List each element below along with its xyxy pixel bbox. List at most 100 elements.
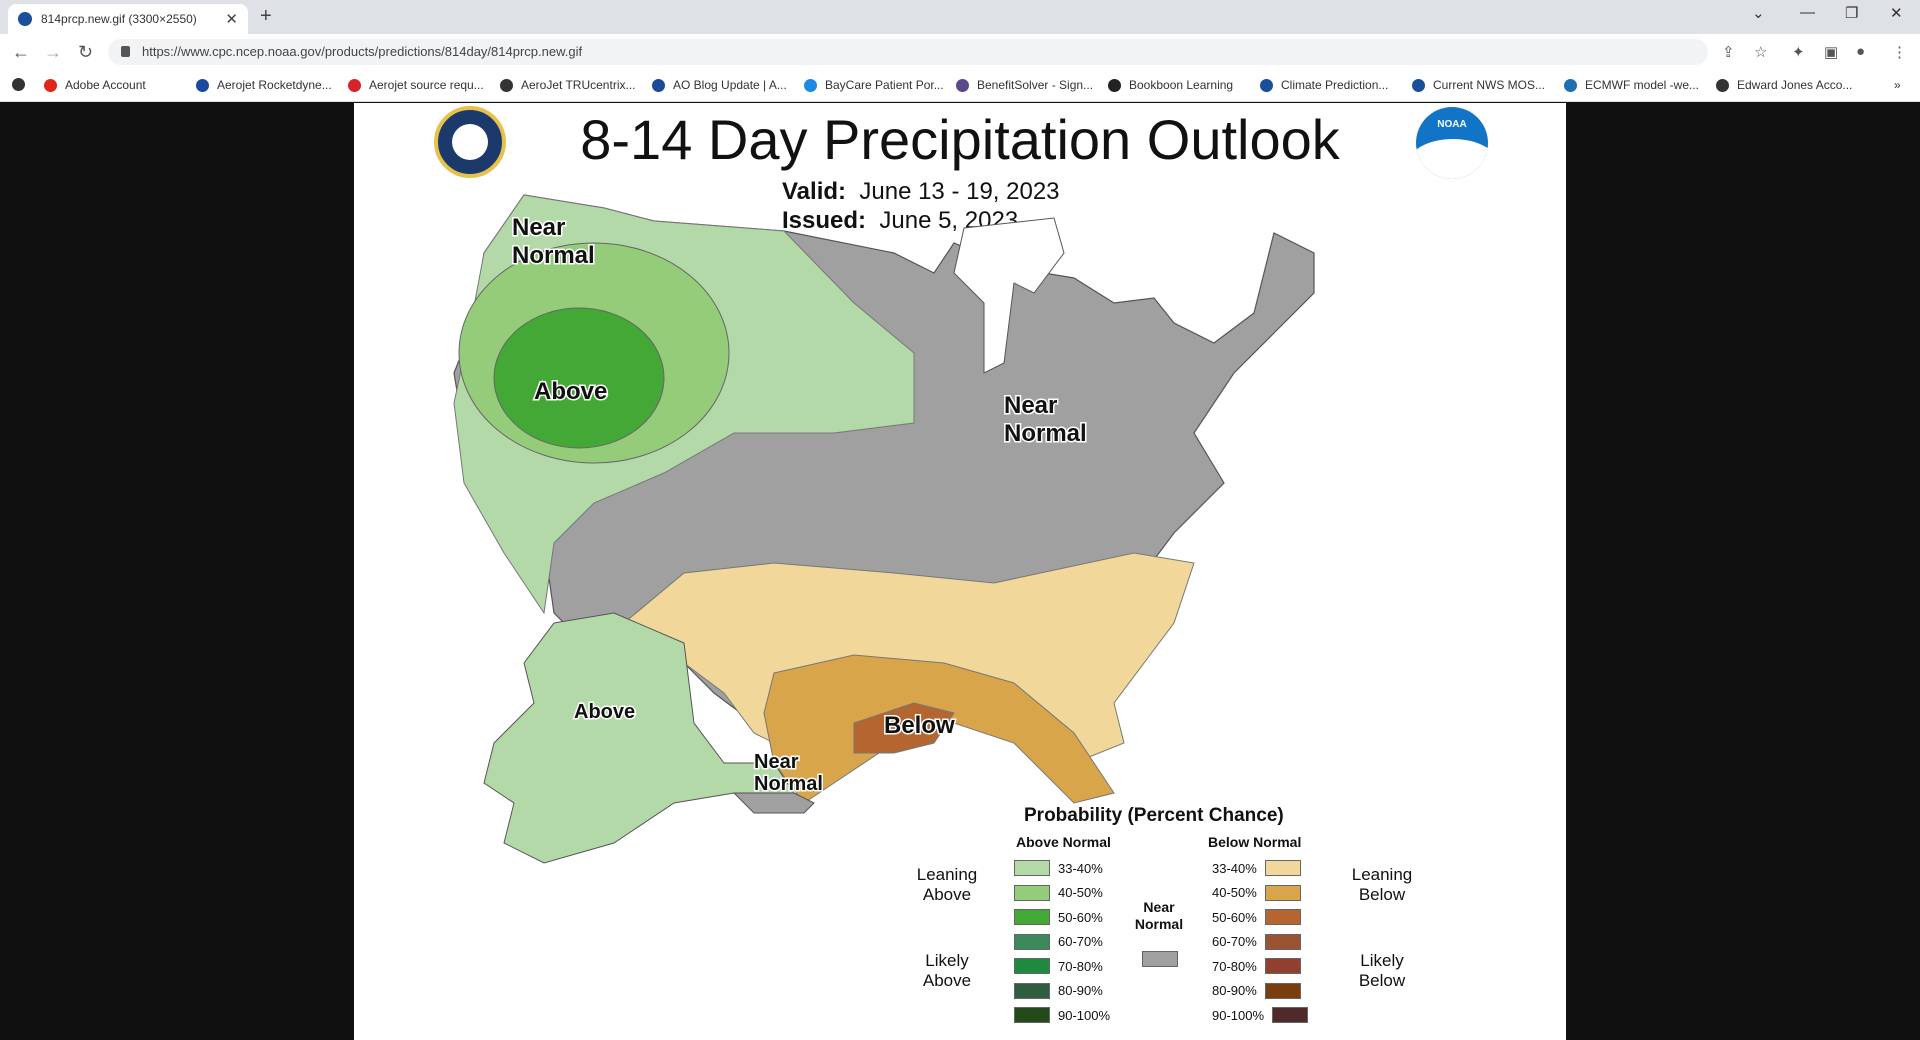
legend-row-label: 60-70%	[1058, 934, 1103, 949]
bookmark-item[interactable]: BenefitSolver - Sign...	[956, 78, 1093, 92]
valid-issued-block: Valid: June 13 - 19, 2023 Issued: June 5…	[782, 177, 1060, 235]
minimize-button[interactable]: —	[1800, 4, 1815, 21]
label-near-normal-east-line1: Near Normal	[1004, 392, 1087, 447]
bookmark-item[interactable]: Bookboon Learning	[1108, 78, 1233, 92]
legend-leaning-below: Leaning Below	[1351, 865, 1413, 904]
legend-swatch	[1264, 884, 1301, 901]
more-bookmarks-icon[interactable]: »	[1894, 78, 1901, 92]
legend-row-below: 90-100%	[1212, 1007, 1309, 1023]
legend-likely-above: Likely Above	[922, 951, 972, 990]
precip-map-svg: Near Normal Above Near Normal Below Above …	[453, 194, 1315, 864]
bookmark-label: AO Blog Update | A...	[673, 78, 787, 92]
bookmark-favicon-icon	[348, 78, 361, 92]
legend-row-label: 40-50%	[1212, 885, 1257, 900]
new-tab-button[interactable]: +	[260, 5, 272, 27]
legend-swatch	[1014, 933, 1050, 950]
bookmark-item[interactable]: BayCare Patient Por...	[804, 78, 944, 92]
region-below-50-60	[853, 702, 955, 754]
toolbar: ← → ↻ https://www.cpc.ncep.noaa.gov/prod…	[0, 34, 1920, 70]
legend-swatch	[1014, 958, 1050, 974]
bookmark-favicon-icon	[1564, 78, 1577, 92]
legend-swatch	[1014, 1007, 1050, 1023]
label-near-normal-ak-line1: Near Normal	[754, 751, 823, 795]
tab-strip: 814prcp.new.gif (3300×2550) ✕ + ⌄ — ❐ ✕	[0, 0, 1920, 34]
bookmark-item[interactable]: Edward Jones Acco...	[1716, 78, 1852, 92]
bookmark-favicon-icon	[1716, 78, 1729, 92]
close-window-button[interactable]: ✕	[1890, 5, 1903, 22]
bookmark-label: BenefitSolver - Sign...	[977, 78, 1094, 92]
bookmark-item[interactable]: AO Blog Update | A...	[652, 78, 787, 92]
legend-near-normal-swatch	[1142, 951, 1178, 967]
reload-icon[interactable]: ↻	[78, 42, 94, 62]
bookmark-item[interactable]: Current NWS MOS...	[1412, 78, 1545, 92]
menu-icon[interactable]: ⋮	[1892, 44, 1907, 61]
bookmark-label: Aerojet source requ...	[369, 78, 484, 92]
bookmark-item[interactable]: Aerojet Rocketdyne...	[196, 78, 332, 92]
legend-swatch	[1264, 909, 1301, 925]
bookmark-label: BayCare Patient Por...	[825, 78, 944, 92]
noaa-favicon-icon	[18, 12, 32, 26]
bookmark-label: Bookboon Learning	[1129, 78, 1234, 92]
bookmark-item[interactable]: Aerojet source requ...	[348, 78, 484, 92]
bookmark-item[interactable]: Adobe Account	[44, 78, 146, 92]
legend-swatch	[1264, 982, 1301, 999]
region-alaska-se	[732, 792, 815, 814]
bookmark-label: Current NWS MOS...	[1433, 78, 1546, 92]
legend-row-label: 80-90%	[1212, 983, 1257, 998]
legend-swatch	[1272, 1007, 1309, 1023]
bookmark-item[interactable]: AeroJet TRUcentrix...	[500, 78, 635, 92]
apps-icon[interactable]	[12, 78, 33, 91]
side-panel-icon[interactable]: ▣	[1824, 44, 1839, 61]
share-icon[interactable]: ⇪	[1722, 44, 1735, 61]
bookmark-item[interactable]: ECMWF model -we...	[1564, 78, 1699, 92]
bookmark-label: AeroJet TRUcentrix...	[521, 78, 636, 92]
legend-row-label: 90-100%	[1058, 1007, 1111, 1023]
legend-row-above: 60-70%	[1014, 933, 1103, 950]
bookmark-favicon-icon	[652, 78, 665, 92]
close-tab-icon[interactable]: ✕	[225, 11, 238, 28]
legend-row-label: 40-50%	[1058, 885, 1103, 900]
forward-icon[interactable]: →	[44, 42, 62, 62]
bookmark-label: Edward Jones Acco...	[1737, 78, 1853, 92]
restore-button[interactable]: ❐	[1845, 5, 1859, 22]
tab-active[interactable]: 814prcp.new.gif (3300×2550) ✕	[8, 4, 248, 34]
profile-icon[interactable]: ●	[1856, 43, 1866, 60]
legend-swatch	[1264, 933, 1301, 950]
legend-row-above: 40-50%	[1014, 884, 1103, 901]
label-below-gulf: Below	[884, 712, 955, 739]
tab-title: 814prcp.new.gif (3300×2550)	[41, 12, 197, 26]
bookmark-favicon-icon	[1108, 78, 1121, 92]
legend-row-label: 50-60%	[1212, 909, 1257, 925]
legend-row-above: 70-80%	[1014, 958, 1103, 974]
tab-search-icon[interactable]: ⌄	[1752, 5, 1765, 22]
bookmark-star-icon[interactable]: ☆	[1754, 44, 1768, 61]
bookmark-label: Aerojet Rocketdyne...	[217, 78, 332, 92]
legend-above-header: Above Normal	[1016, 834, 1111, 850]
bookmark-favicon-icon	[956, 78, 969, 92]
legend-row-label: 33-40%	[1058, 860, 1103, 876]
legend-below-header: Below Normal	[1208, 834, 1302, 850]
bookmark-label: ECMWF model -we...	[1585, 78, 1700, 92]
extensions-icon[interactable]: ✦	[1792, 44, 1805, 61]
legend-row-label: 50-60%	[1058, 909, 1103, 925]
legend-swatch	[1014, 909, 1050, 925]
bookmark-favicon-icon	[44, 78, 57, 92]
back-icon[interactable]: ←	[12, 42, 30, 62]
legend-swatch	[1264, 958, 1301, 974]
region-alaska	[483, 612, 795, 864]
legend-row-label: 90-100%	[1212, 1007, 1265, 1023]
bookmark-label: Climate Prediction...	[1281, 78, 1389, 92]
address-bar[interactable]: https://www.cpc.ncep.noaa.gov/products/p…	[108, 39, 1708, 65]
legend-row-below: 50-60%	[1212, 909, 1301, 925]
legend-near-normal-label: Near Normal	[1134, 899, 1184, 932]
legend-row-below: 70-80%	[1212, 958, 1301, 974]
region-above-50-60	[493, 307, 665, 449]
bookmark-item[interactable]: Climate Prediction...	[1260, 78, 1388, 92]
legend-row-above: 90-100%	[1014, 1007, 1110, 1023]
legend-row-above: 50-60%	[1014, 909, 1103, 925]
bookmark-favicon-icon	[1260, 78, 1273, 92]
legend-leaning-above: Leaning Above	[916, 865, 978, 904]
legend-row-label: 70-80%	[1058, 958, 1103, 974]
noaa-logo: NOAA	[1416, 107, 1488, 179]
label-near-normal-nw-line1: Near Normal	[512, 214, 595, 269]
